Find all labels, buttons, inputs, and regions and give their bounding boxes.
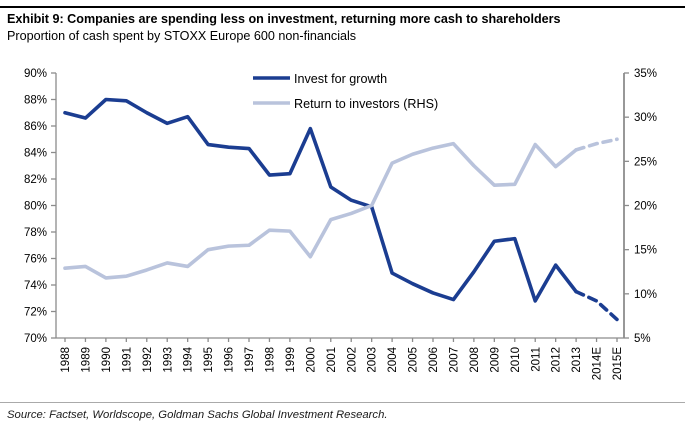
svg-text:1988: 1988 <box>60 347 72 373</box>
svg-text:72%: 72% <box>24 307 47 319</box>
exhibit-title: Exhibit 9: Companies are spending less o… <box>7 12 561 26</box>
svg-text:84%: 84% <box>24 148 47 160</box>
legend-label: Invest for growth <box>294 72 387 86</box>
exhibit-subtitle: Proportion of cash spent by STOXX Europe… <box>7 29 357 43</box>
y-axis-left: 90% 88% 86% 84% 82% 80% 78% 76% 74% 72% 70% <box>24 68 56 345</box>
legend-label: Return to investors (RHS) <box>294 97 438 111</box>
svg-text:1997: 1997 <box>244 347 256 373</box>
svg-text:2013: 2013 <box>571 347 583 373</box>
svg-text:74%: 74% <box>24 280 47 292</box>
svg-text:10%: 10% <box>634 289 657 301</box>
svg-text:20%: 20% <box>634 201 657 213</box>
series-invest-for-growth <box>63 97 619 322</box>
svg-text:88%: 88% <box>24 95 47 107</box>
svg-text:30%: 30% <box>634 112 657 124</box>
svg-text:2005: 2005 <box>408 347 420 373</box>
chart-canvas: 90% 88% 86% 84% 82% 80% 78% 76% 74% 72% 70% 35% 30% 2… <box>24 68 657 380</box>
svg-text:1989: 1989 <box>80 347 92 373</box>
svg-text:25%: 25% <box>634 156 657 168</box>
svg-text:2003: 2003 <box>367 347 379 373</box>
svg-text:1991: 1991 <box>121 347 133 373</box>
legend: Invest for growth Return to investors (RH… <box>253 72 438 111</box>
svg-text:2014E: 2014E <box>592 347 604 381</box>
svg-text:1999: 1999 <box>285 347 297 373</box>
svg-text:1992: 1992 <box>142 347 154 373</box>
svg-text:1995: 1995 <box>203 347 215 373</box>
svg-text:2010: 2010 <box>510 347 522 373</box>
svg-text:1994: 1994 <box>183 346 195 372</box>
svg-text:2000: 2000 <box>305 347 317 373</box>
top-divider <box>0 6 685 8</box>
x-axis: 1988 1989 1990 1991 1992 1993 1994 1995 1996 1997… <box>60 338 624 380</box>
svg-text:2006: 2006 <box>428 347 440 373</box>
svg-text:2011: 2011 <box>530 347 542 372</box>
svg-text:86%: 86% <box>24 121 47 133</box>
bottom-divider <box>0 402 685 403</box>
svg-text:2009: 2009 <box>489 347 501 373</box>
svg-text:2002: 2002 <box>346 347 358 373</box>
svg-text:2004: 2004 <box>387 346 399 372</box>
svg-text:35%: 35% <box>634 68 657 80</box>
svg-text:80%: 80% <box>24 201 47 213</box>
svg-text:2007: 2007 <box>448 347 460 373</box>
svg-text:90%: 90% <box>24 68 47 80</box>
svg-text:1996: 1996 <box>224 347 236 373</box>
svg-text:5%: 5% <box>634 333 651 345</box>
svg-text:1993: 1993 <box>162 347 174 373</box>
svg-text:2008: 2008 <box>469 347 481 373</box>
svg-text:1990: 1990 <box>101 347 113 373</box>
svg-text:76%: 76% <box>24 254 47 266</box>
y-axis-right: 35% 30% 25% 20% 15% 10% 5% <box>624 68 657 345</box>
svg-text:78%: 78% <box>24 227 47 239</box>
svg-text:2001: 2001 <box>326 347 338 373</box>
svg-text:2015E: 2015E <box>612 347 624 381</box>
series-return-to-investors-rhs <box>63 137 619 280</box>
source-text: Source: Factset, Worldscope, Goldman Sac… <box>7 409 388 421</box>
svg-text:2012: 2012 <box>551 347 563 373</box>
svg-text:82%: 82% <box>24 174 47 186</box>
line-chart: 90% 88% 86% 84% 82% 80% 78% 76% 74% 72% 70% 35% 30% 2… <box>24 68 657 380</box>
svg-text:70%: 70% <box>24 333 47 345</box>
svg-text:1998: 1998 <box>264 347 276 373</box>
svg-text:15%: 15% <box>634 245 657 257</box>
